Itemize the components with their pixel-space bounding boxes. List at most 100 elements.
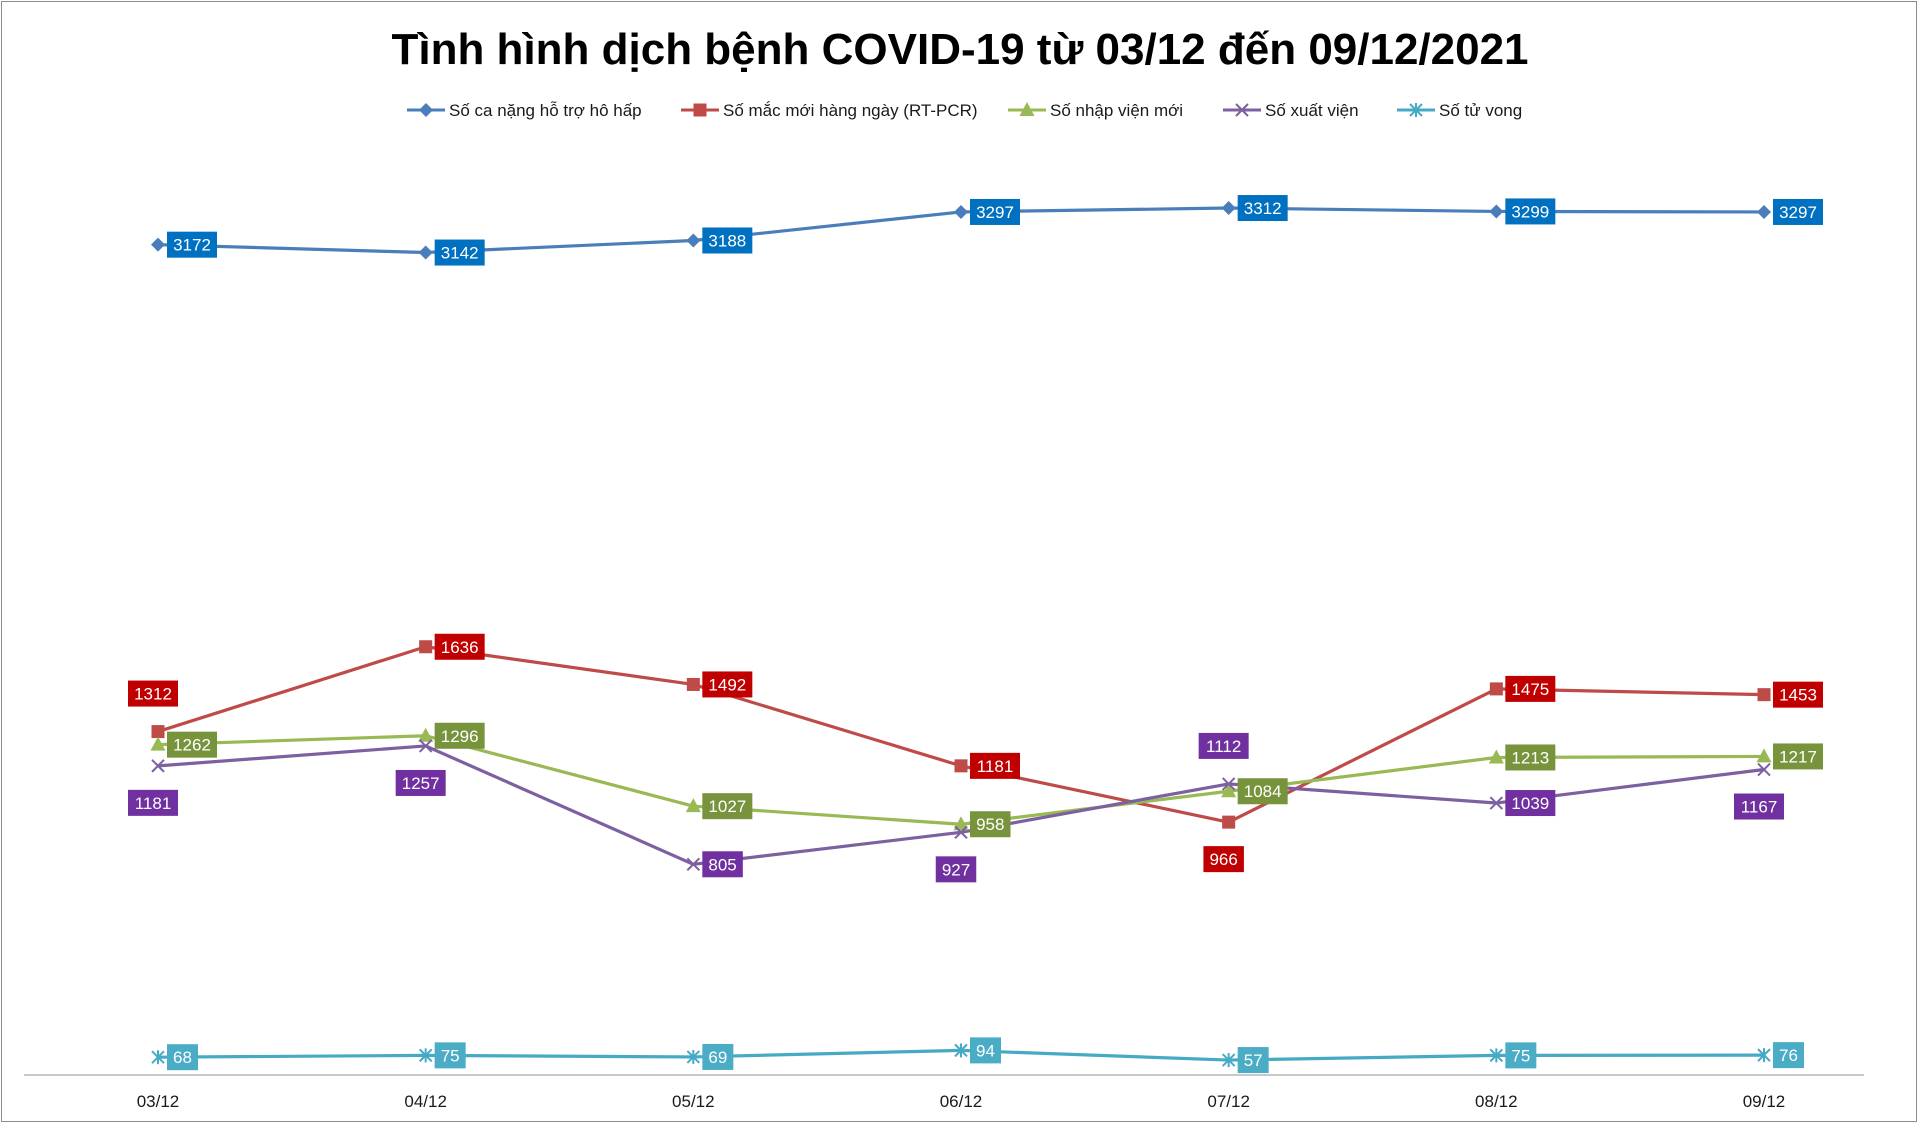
data-label: 69	[702, 1043, 734, 1070]
legend-label: Số xuất viện	[1265, 101, 1359, 120]
data-point-marker	[1489, 204, 1504, 219]
data-label-box	[167, 731, 217, 758]
data-label: 1312	[128, 680, 178, 707]
data-label: 1181	[970, 752, 1020, 779]
legend-marker-icon	[693, 103, 707, 117]
data-label: 1475	[1505, 675, 1556, 702]
data-label-box	[434, 633, 485, 660]
data-label-text: 927	[942, 860, 970, 879]
data-label-text: 3312	[1244, 199, 1282, 218]
data-label-box	[167, 231, 217, 258]
data-label-box	[1203, 846, 1244, 873]
data-point-marker	[151, 759, 165, 773]
data-label: 1262	[167, 731, 217, 758]
data-label-text: 57	[1244, 1051, 1263, 1070]
data-point-marker	[954, 204, 968, 219]
data-label: 75	[434, 1042, 466, 1069]
data-label: 3297	[1773, 198, 1823, 225]
legend-item-5: Số tử vong	[1397, 101, 1522, 120]
data-label-text: 1213	[1511, 748, 1549, 767]
legend-label: Số mắc mới hàng ngày (RT-PCR)	[723, 101, 978, 120]
data-label-box	[702, 227, 753, 254]
data-labels: 3172 3142 3188 3297 3312 3299 3297 1312 1636 1492…	[128, 195, 1823, 1074]
legend-item-4: Số xuất viện	[1223, 101, 1359, 120]
data-point-marker	[686, 1049, 701, 1064]
data-label-box	[935, 856, 977, 883]
data-label-text: 1262	[173, 736, 211, 755]
data-label-box	[970, 1037, 1001, 1064]
data-label-box	[434, 1042, 466, 1069]
legend-label: Số tử vong	[1439, 101, 1522, 120]
data-label: 76	[1773, 1042, 1804, 1069]
data-point-marker	[151, 725, 165, 739]
x-tick-label: 09/12	[1743, 1092, 1786, 1111]
data-point-marker	[954, 825, 968, 840]
data-label: 1492	[702, 671, 753, 698]
data-label: 1257	[395, 769, 446, 796]
data-label-box	[970, 811, 1011, 838]
data-label-box	[970, 198, 1020, 225]
data-label-box	[1505, 198, 1556, 225]
data-label-text: 76	[1779, 1046, 1798, 1065]
x-tick-label: 07/12	[1207, 1092, 1250, 1111]
data-label: 3312	[1237, 195, 1288, 222]
data-label-text: 1312	[134, 685, 172, 704]
data-label-box	[1773, 681, 1823, 708]
legend-marker-icon	[1235, 103, 1249, 117]
data-label-text: 1217	[1779, 747, 1817, 766]
data-label-text: 3172	[173, 236, 211, 255]
data-label: 927	[935, 856, 977, 883]
x-axis-ticks: 03/12 04/12 05/12 06/12 07/12 08/12 09/12	[137, 1092, 1786, 1111]
data-label-text: 1027	[708, 797, 746, 816]
data-label-text: 1475	[1511, 680, 1549, 699]
data-label-text: 1084	[1244, 782, 1282, 801]
data-label-text: 1636	[441, 638, 479, 657]
data-label-text: 3297	[1779, 203, 1817, 222]
data-label-text: 1296	[441, 727, 479, 746]
data-label-box	[1505, 744, 1556, 771]
data-point-marker	[1757, 762, 1771, 777]
data-label-text: 1181	[977, 757, 1014, 776]
data-point-marker	[953, 816, 969, 831]
x-tick-label: 05/12	[672, 1092, 715, 1111]
data-label-box	[1237, 1047, 1269, 1074]
x-tick-label: 04/12	[404, 1092, 447, 1111]
data-point-marker	[418, 727, 434, 742]
data-point-marker	[419, 640, 433, 654]
data-label-text: 3188	[708, 231, 746, 250]
data-label-box	[970, 752, 1020, 779]
legend-item-1: Số ca nặng hỗ trợ hô hấp	[407, 101, 642, 120]
data-point-marker	[150, 736, 166, 751]
data-label: 1167	[1734, 793, 1784, 820]
data-label-box	[434, 239, 485, 266]
data-label-text: 69	[708, 1048, 727, 1067]
data-point-marker	[685, 798, 701, 813]
data-label-text: 805	[708, 855, 736, 874]
data-label: 1084	[1237, 778, 1288, 805]
data-label-text: 1181	[135, 794, 172, 813]
data-point-marker	[1222, 815, 1236, 829]
data-point-marker	[954, 1043, 968, 1058]
data-point-marker	[418, 739, 433, 753]
data-label-box	[1773, 743, 1823, 770]
data-label-box	[128, 680, 178, 707]
data-label-box	[702, 1043, 734, 1070]
data-label-box	[702, 671, 753, 698]
data-label-text: 75	[1511, 1046, 1530, 1065]
data-label-box	[1505, 790, 1556, 817]
data-label: 1027	[702, 793, 753, 820]
data-label: 57	[1237, 1047, 1269, 1074]
data-point-marker	[686, 233, 701, 248]
data-point-marker	[1756, 748, 1772, 763]
chart-title: Tình hình dịch bệnh COVID-19 từ 03/12 đế…	[391, 25, 1528, 74]
data-point-marker	[1757, 688, 1771, 702]
data-label-text: 1112	[1206, 737, 1241, 756]
data-label-box	[1237, 778, 1288, 805]
data-point-marker	[418, 1048, 433, 1063]
data-point-marker	[1221, 1053, 1236, 1068]
data-label-text: 75	[441, 1046, 460, 1065]
data-label: 1217	[1773, 743, 1823, 770]
data-label-text: 1257	[402, 774, 440, 793]
data-point-marker	[1489, 796, 1504, 810]
